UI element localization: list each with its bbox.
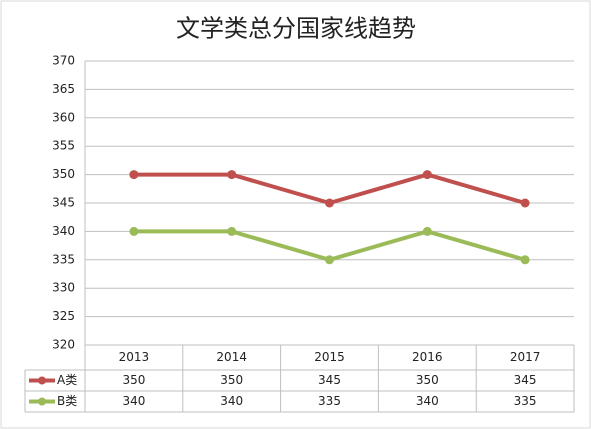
legend-label: A类 <box>57 373 77 387</box>
table-header: 2014 <box>216 350 247 364</box>
legend-marker <box>38 376 46 385</box>
y-tick-label: 350 <box>52 167 75 181</box>
y-tick-label: 355 <box>52 139 75 153</box>
legend-label: B类 <box>57 394 77 408</box>
table-header: 2017 <box>510 350 541 364</box>
point <box>520 198 530 208</box>
point <box>520 255 530 265</box>
point <box>227 226 237 236</box>
table-header: 2016 <box>412 350 443 364</box>
point <box>422 170 432 180</box>
y-tick-label: 345 <box>52 196 75 210</box>
point <box>129 170 139 180</box>
y-tick-label: 325 <box>52 309 75 323</box>
table-cell: 350 <box>122 373 145 387</box>
table-header: 2013 <box>119 350 150 364</box>
y-tick-label: 335 <box>52 252 75 266</box>
point <box>325 255 334 265</box>
table-cell: 350 <box>416 373 439 387</box>
y-tick-label: 365 <box>52 82 75 96</box>
table-cell: 340 <box>122 394 145 408</box>
table-cell: 340 <box>220 394 243 408</box>
table-cell: 345 <box>514 373 537 387</box>
y-tick-label: 340 <box>52 224 75 238</box>
y-tick-label: 320 <box>52 338 75 352</box>
y-tick-label: 370 <box>52 54 75 68</box>
table-cell: 340 <box>416 394 439 408</box>
point <box>129 226 139 236</box>
table-cell: 350 <box>220 373 243 387</box>
legend-marker <box>38 397 46 406</box>
table-cell: 335 <box>318 394 341 408</box>
table-cell: 345 <box>318 373 341 387</box>
chart-title: 文学类总分国家线趋势 <box>176 15 416 43</box>
y-tick-label: 360 <box>52 110 75 124</box>
point <box>422 226 432 236</box>
point <box>325 198 334 208</box>
table-header: 2015 <box>314 350 345 364</box>
table-cell: 335 <box>514 394 537 408</box>
point <box>227 170 237 180</box>
y-tick-label: 330 <box>52 281 75 295</box>
